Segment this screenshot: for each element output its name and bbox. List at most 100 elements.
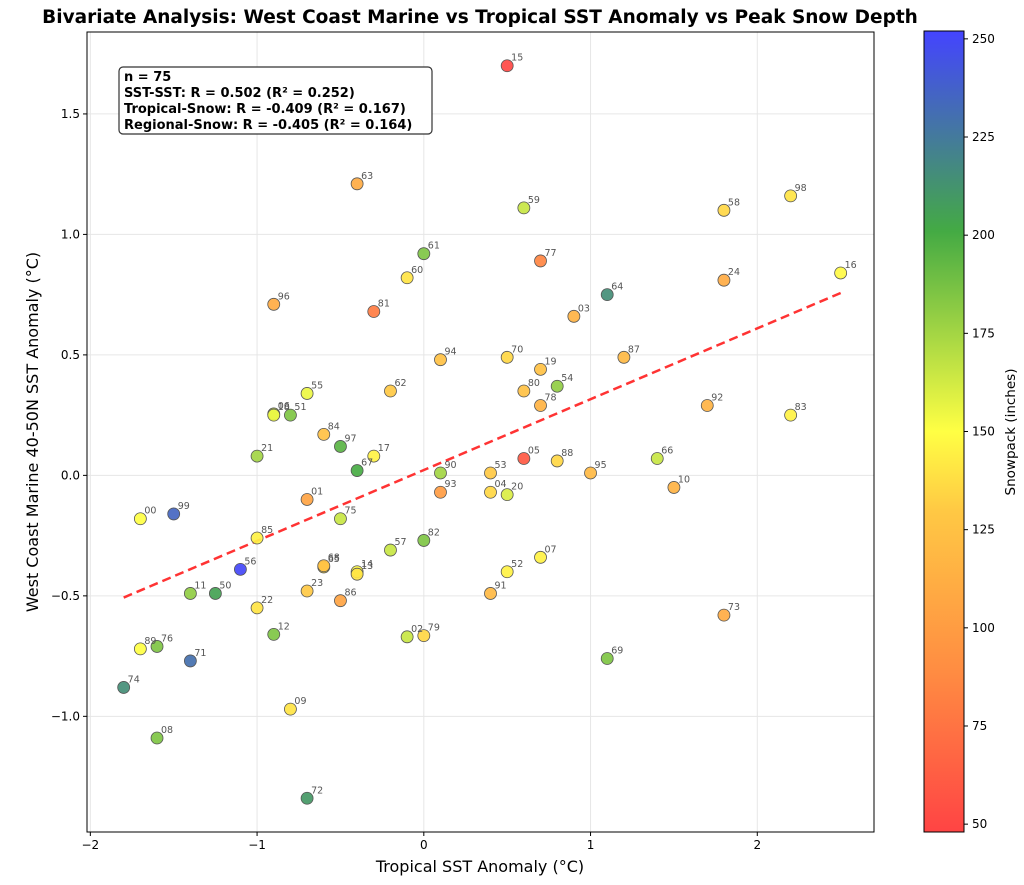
data-point xyxy=(417,534,431,547)
y-axis-label: West Coast Marine 40-50N SST Anomaly (°C… xyxy=(23,252,42,612)
data-point-label: 07 xyxy=(545,544,557,555)
data-point-label: 83 xyxy=(795,402,807,413)
data-point-label: 22 xyxy=(261,595,273,606)
data-point xyxy=(534,254,547,268)
data-point xyxy=(484,466,497,480)
data-point-label: 56 xyxy=(244,556,256,567)
data-point xyxy=(117,681,131,694)
data-point xyxy=(350,567,364,581)
data-point xyxy=(434,353,447,367)
data-point xyxy=(550,454,564,468)
data-point-label: 88 xyxy=(561,448,573,459)
data-point-label: 55 xyxy=(311,380,323,391)
data-point xyxy=(500,565,514,579)
point-labels: 15 63 59 58 98 61 77 60 16 24 64 96 81 03 94 70 87 19 54 80… xyxy=(128,53,857,797)
x-axis-label: Tropical SST Anomaly (°C) xyxy=(375,857,584,876)
data-point-label: 70 xyxy=(511,344,523,355)
x-tick-label: −2 xyxy=(81,838,99,852)
data-point-label: 84 xyxy=(328,421,340,432)
data-point xyxy=(667,481,681,494)
data-point xyxy=(334,512,347,526)
data-point xyxy=(133,512,147,526)
data-point-label: 59 xyxy=(528,195,540,206)
y-tick-label: 1.0 xyxy=(61,227,80,241)
data-point xyxy=(717,273,731,287)
data-point-label: 73 xyxy=(728,602,740,613)
data-point xyxy=(133,642,147,656)
data-point-label: 21 xyxy=(261,443,273,454)
data-point-label: 60 xyxy=(411,265,423,276)
colorbar-tick-label: 50 xyxy=(972,817,987,831)
data-point xyxy=(284,408,297,422)
data-point-label: 91 xyxy=(495,580,507,591)
data-point-label: 12 xyxy=(278,621,290,632)
data-point xyxy=(534,550,547,564)
x-tick-label: 1 xyxy=(587,838,595,852)
data-point-label: 71 xyxy=(194,648,206,659)
y-tick-label: 0.0 xyxy=(61,468,80,482)
x-tick-label: −1 xyxy=(248,838,266,852)
data-point xyxy=(367,305,381,318)
data-point-label: 53 xyxy=(495,460,507,471)
data-points xyxy=(117,59,848,805)
colorbar-tick-label: 250 xyxy=(972,32,995,46)
data-point xyxy=(334,440,347,453)
data-point-label: 92 xyxy=(711,392,723,403)
data-point-label: 58 xyxy=(728,197,740,208)
data-point-label: 19 xyxy=(545,356,557,367)
trend-line xyxy=(123,291,842,599)
y-tick-label: −0.5 xyxy=(51,589,80,603)
data-point xyxy=(150,731,164,745)
data-point xyxy=(584,466,597,480)
data-point-label: 10 xyxy=(678,474,690,485)
data-point xyxy=(183,654,197,668)
data-point xyxy=(484,587,497,600)
stats-box: n = 75 SST-SST: R = 0.502 (R² = 0.252) T… xyxy=(118,66,433,135)
data-point xyxy=(534,399,547,412)
data-point-label: 51 xyxy=(294,402,306,413)
data-point-label: 17 xyxy=(378,443,390,454)
data-point xyxy=(167,507,181,521)
data-point-label: 90 xyxy=(444,460,456,471)
data-point xyxy=(183,587,197,600)
data-point-label: 20 xyxy=(511,482,523,493)
colorbar-tick-label: 125 xyxy=(972,523,995,537)
data-point xyxy=(284,702,297,716)
data-point xyxy=(400,271,414,285)
data-point xyxy=(700,399,714,412)
data-point-label: 02 xyxy=(411,624,423,635)
data-point xyxy=(267,628,281,641)
data-point xyxy=(334,594,347,608)
data-point-label: 93 xyxy=(444,479,456,490)
data-point-label: 94 xyxy=(444,347,456,358)
colorbar-label: Snowpack (inches) xyxy=(1003,369,1019,496)
data-point-label: 57 xyxy=(394,537,406,548)
data-point xyxy=(417,247,431,261)
data-point-label: 05 xyxy=(528,446,540,457)
data-point-label: 01 xyxy=(311,486,323,497)
data-point xyxy=(317,428,331,441)
data-point xyxy=(717,203,731,217)
data-point xyxy=(350,464,364,477)
stats-line-tropical-snow: Tropical-Snow: R = -0.409 (R² = 0.167) xyxy=(124,102,406,117)
y-tick-label: 0.5 xyxy=(61,348,80,362)
data-point xyxy=(250,449,264,463)
data-point-label: 14 xyxy=(361,559,373,570)
data-point-label: 69 xyxy=(611,646,623,657)
data-point-label: 75 xyxy=(344,506,356,517)
data-point xyxy=(484,485,497,499)
data-point xyxy=(617,350,631,364)
data-point xyxy=(300,791,314,805)
data-point-label: 79 xyxy=(428,623,440,634)
data-point-label: 78 xyxy=(545,392,557,403)
data-point xyxy=(350,177,364,191)
data-point xyxy=(400,630,414,644)
data-point-label: 50 xyxy=(219,580,231,591)
y-axis-ticks: −1.0 −0.5 0.0 0.5 1.0 1.5 xyxy=(51,107,87,723)
colorbar-tick-label: 200 xyxy=(972,228,995,242)
data-point-label: 85 xyxy=(261,525,273,536)
data-point-label: 86 xyxy=(344,588,356,599)
y-tick-label: 1.5 xyxy=(61,107,80,121)
data-point-label: 68 xyxy=(328,553,340,564)
data-point xyxy=(517,452,531,465)
